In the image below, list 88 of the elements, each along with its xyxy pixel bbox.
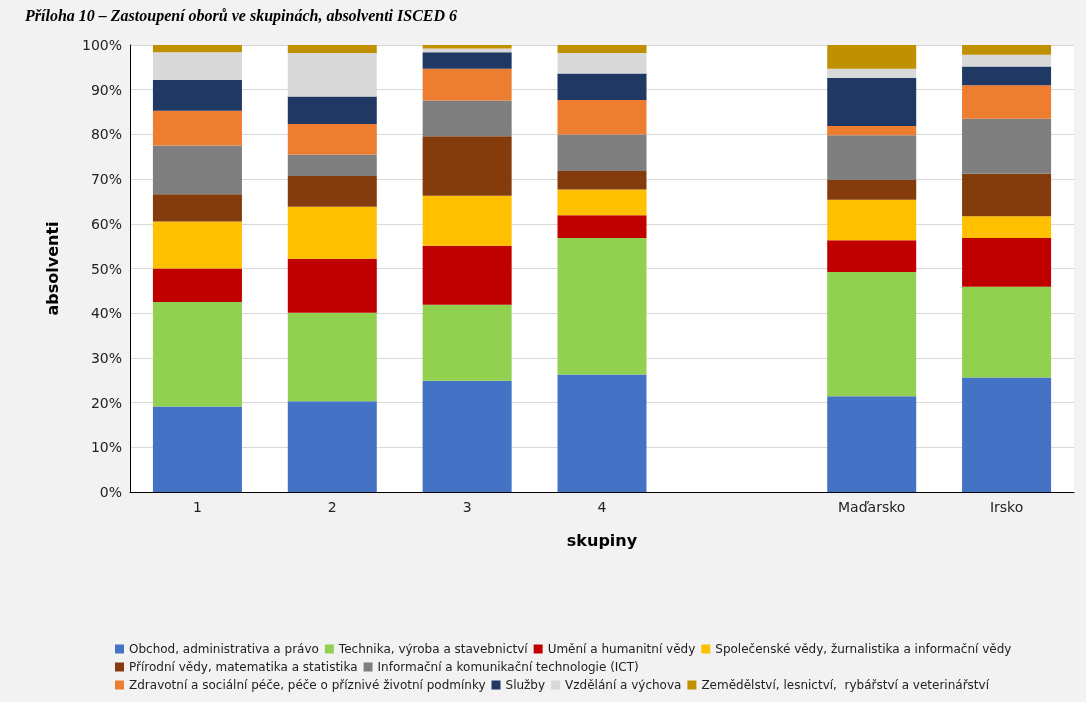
legend-label: Zemědělství, lesnictví, rybářství a veterinářství: [701, 678, 990, 692]
y-tick-label: 80%: [90, 126, 122, 143]
bar: [152, 110, 242, 146]
bar: [827, 68, 917, 79]
bar: [557, 171, 647, 190]
legend-label: Informační a komunikační technologie (ICT): [377, 660, 639, 674]
bar: [827, 396, 917, 492]
bar: [287, 206, 377, 259]
chart-title: Příloha 10 – Zastoupení oborů ve skupinách, absolventi ISCED 6: [24, 6, 458, 25]
bar: [152, 221, 242, 269]
legend-label: Obchod, administrativa a právo: [129, 642, 319, 656]
bar: [827, 135, 917, 180]
x-tick-label: Maďarsko: [838, 499, 906, 515]
y-axis-title: absolventi: [42, 221, 62, 316]
bar: [827, 199, 917, 241]
bar: [557, 53, 647, 74]
y-tick-label: 90%: [90, 81, 122, 98]
x-tick-label: 2: [327, 499, 337, 515]
bar: [827, 78, 917, 126]
bar: [287, 312, 377, 402]
bar: [962, 173, 1052, 217]
bar: [962, 286, 1052, 378]
bar: [287, 124, 377, 155]
bar: [287, 401, 377, 492]
bar: [422, 45, 512, 49]
bar: [422, 100, 512, 137]
x-tick-label: 4: [597, 499, 607, 515]
bar: [422, 195, 512, 246]
bar: [827, 240, 917, 273]
legend-label: Vzdělání a výchova: [565, 678, 682, 692]
bar: [152, 268, 242, 303]
bar: [287, 45, 377, 54]
legend-label: Zdravotní a sociální péče, péče o příznivé životní podmínky: [129, 678, 486, 692]
bar: [962, 238, 1052, 287]
bar: [152, 52, 242, 80]
bar: [962, 85, 1052, 119]
bar: [557, 238, 647, 375]
y-tick-label: 100%: [81, 37, 122, 53]
bar: [827, 272, 917, 397]
bar: [557, 134, 647, 172]
bar: [557, 45, 647, 54]
bar: [422, 304, 512, 381]
legend-label: Umění a humanitní vědy: [547, 642, 696, 656]
legend-label: Technika, výroba a stavebnictví: [337, 642, 529, 656]
y-tick-label: 20%: [90, 394, 122, 411]
legend-label: Společenské vědy, žurnalistika a informační vědy: [715, 642, 1012, 656]
bar: [152, 45, 242, 53]
x-axis-title: skupiny: [566, 530, 638, 550]
bar: [287, 258, 377, 313]
bar: [962, 54, 1052, 67]
bar: [152, 302, 242, 407]
legend-label: Služby: [505, 678, 546, 692]
bar: [557, 99, 647, 135]
y-tick-label: 50%: [90, 260, 122, 277]
bar: [152, 194, 242, 222]
x-tick-label: 1: [192, 499, 202, 515]
bar: [962, 377, 1052, 492]
bar: [827, 179, 917, 200]
bar: [962, 45, 1052, 55]
bar: [422, 52, 512, 69]
bar: [827, 125, 917, 136]
bar: [422, 136, 512, 196]
bar: [962, 66, 1052, 86]
bar: [422, 380, 512, 492]
bar: [152, 79, 242, 111]
bar: [962, 118, 1052, 174]
x-tick-label: 3: [462, 499, 472, 515]
y-tick-label: 10%: [90, 439, 122, 456]
y-tick-label: 60%: [90, 215, 122, 232]
bar: [827, 45, 917, 69]
y-tick-label: 0%: [99, 484, 122, 500]
bar: [287, 175, 377, 207]
bar: [557, 215, 647, 239]
bar: [962, 216, 1052, 239]
legend-label: Přírodní vědy, matematika a statistika: [129, 660, 358, 674]
y-tick-label: 30%: [90, 349, 122, 366]
bar: [557, 189, 647, 216]
bar: [152, 145, 242, 195]
bar: [287, 96, 377, 125]
y-tick-label: 70%: [90, 171, 122, 188]
bar: [557, 73, 647, 100]
x-tick-label: Irsko: [989, 499, 1024, 515]
bar: [152, 406, 242, 492]
bar: [287, 154, 377, 176]
bar: [557, 374, 647, 492]
y-tick-label: 40%: [90, 305, 122, 322]
bar: [422, 245, 512, 305]
bar: [422, 68, 512, 101]
